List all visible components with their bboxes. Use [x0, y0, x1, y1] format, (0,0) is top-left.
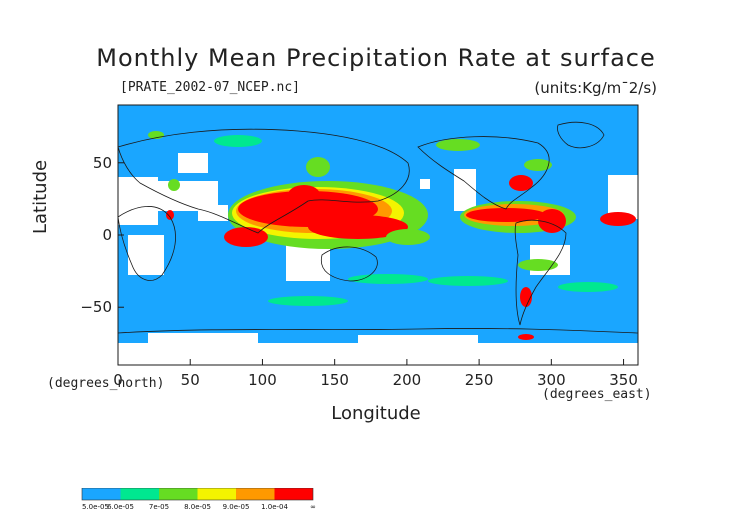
precip-blob-red [509, 175, 533, 191]
precip-blob-red [224, 227, 268, 247]
precip-blob-green [348, 274, 428, 284]
precip-blob-green [386, 229, 430, 245]
precip-blob-red [166, 210, 174, 220]
plot-area: 0 50 100 150 200 250 300 350 50 0 −50 [80, 104, 639, 389]
x-tick-label: 150 [320, 371, 349, 389]
precip-blob-green [518, 259, 558, 271]
precip-blob-green [168, 179, 180, 191]
missing-region [118, 343, 638, 365]
colorbar-swatch [236, 488, 275, 500]
colorbar-label: ∞ [310, 503, 316, 511]
x-tick-label: 100 [248, 371, 277, 389]
colorbar-swatch [197, 488, 236, 500]
colorbar-frame [81, 488, 314, 501]
precip-blob-red [308, 215, 408, 239]
missing-data-regions [118, 153, 638, 365]
missing-region [118, 177, 158, 225]
colorbar-label: 5.0e-05 [82, 503, 109, 511]
x-axis-unit: (degrees_east) [542, 387, 652, 402]
x-tick-label: 300 [537, 371, 566, 389]
missing-region [608, 175, 638, 219]
precip-blob-green [524, 159, 552, 171]
precip-blob-green [558, 282, 618, 292]
missing-region [454, 169, 476, 211]
precip-blob-green [268, 296, 348, 306]
colorbar-label: 8.0e-05 [184, 503, 211, 511]
precip-blob-red [288, 185, 320, 205]
coastline-antarctica [117, 328, 639, 334]
colorbar-swatch [82, 488, 121, 500]
coastline-eurasia [117, 128, 410, 234]
y-tick-label: 50 [93, 154, 112, 172]
missing-region [358, 335, 478, 343]
chart-title: Monthly Mean Precipitation Rate at surfa… [96, 44, 656, 72]
missing-region [198, 205, 228, 221]
x-axis: 0 50 100 150 200 250 300 350 [113, 359, 638, 389]
missing-region [148, 333, 258, 343]
missing-region [286, 245, 330, 281]
coastline-north-america [417, 136, 550, 210]
y-tick-label: −50 [80, 298, 112, 316]
x-tick-label: 200 [393, 371, 422, 389]
precip-blob-green [306, 157, 330, 177]
coastline-greenland [557, 121, 605, 149]
y-tick-label: 0 [102, 226, 112, 244]
x-tick-label: 50 [181, 371, 200, 389]
coastlines [117, 121, 639, 334]
colorbar-swatch [120, 488, 159, 500]
colorbar-label: 9.0e-05 [223, 503, 250, 511]
precip-blob-green [436, 139, 480, 151]
units-label: (units:Kg/m¯2/s) [534, 79, 657, 97]
x-tick-label: 350 [609, 371, 638, 389]
precip-blob-red [518, 334, 534, 340]
precip-blob-red [466, 208, 546, 222]
coastline-australia [320, 246, 378, 282]
x-axis-label: Longitude [331, 403, 421, 424]
missing-region [178, 153, 208, 173]
colorbar-label: 1.0e-04 [261, 503, 288, 511]
coastline-africa [117, 206, 176, 281]
precip-blob-red [520, 287, 532, 307]
file-name-label: [PRATE_2002-07_NCEP.nc] [120, 80, 301, 95]
y-axis: 50 0 −50 [80, 154, 124, 316]
colorbar: 5.0e-056.0e-05 7e-05 8.0e-05 9.0e-05 1.0e-04… [81, 488, 316, 511]
colorbar-swatch [274, 488, 313, 500]
precip-blob-green [214, 135, 262, 147]
precip-blob-green [428, 276, 508, 286]
colorbar-swatch [159, 488, 198, 500]
colorbar-label: 7e-05 [149, 503, 169, 511]
precip-blob-red [600, 212, 636, 226]
missing-region [420, 179, 430, 189]
x-tick-label: 250 [465, 371, 494, 389]
y-axis-label: Latitude [30, 159, 51, 234]
y-axis-unit: (degrees_north) [47, 376, 165, 391]
coastline-south-america [514, 219, 567, 326]
missing-region [128, 235, 164, 275]
x-tick-label: 0 [113, 371, 123, 389]
colorbar-label: 6.0e-05 [107, 503, 134, 511]
